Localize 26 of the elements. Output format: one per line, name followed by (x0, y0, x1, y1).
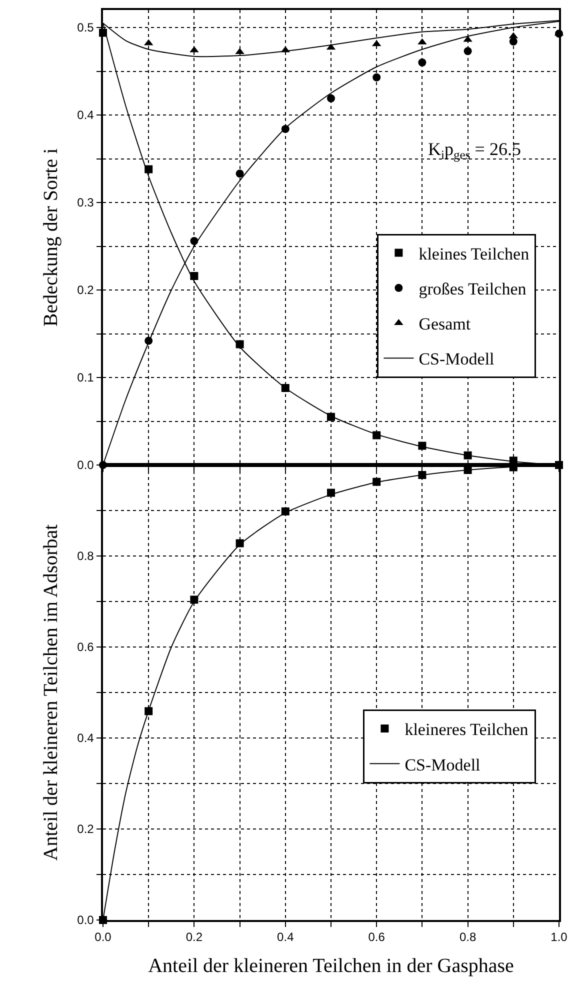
y-tick-label: 0.2 (77, 283, 94, 298)
x-tick-label: 0.8 (459, 930, 476, 944)
legend-label: großes Teilchen (418, 280, 527, 299)
y-tick-label: 0.6 (77, 640, 94, 654)
y-tick-label: 0.0 (77, 458, 94, 472)
y-tick-label: 0.5 (77, 20, 94, 35)
legend-label: kleineres Teilchen (404, 720, 529, 740)
x-tick-label: 0.0 (94, 930, 112, 944)
x-tick-label: 0.2 (186, 930, 203, 944)
legend-label: Gesamt (418, 314, 471, 334)
y-axis-title: Anteil der kleineren Teilchen im Adsorbat (40, 524, 62, 861)
y-tick-label: 0.2 (77, 822, 94, 836)
y-tick-label: 0.1 (77, 370, 94, 385)
legend-label: CS-Modell (418, 350, 495, 369)
y-tick-label: 0.8 (77, 549, 94, 564)
y-tick-label: 0.4 (77, 731, 94, 746)
x-tick-label: 1.0 (550, 930, 568, 944)
y-axis-title: Bedeckung der Sorte i (40, 148, 62, 327)
legend-label: kleines Teilchen (418, 244, 530, 264)
y-tick-label: 0.4 (77, 108, 94, 122)
y-tick-label: 0.3 (77, 196, 94, 210)
x-tick-label: 0.4 (277, 930, 294, 944)
x-axis-title: Anteil der kleineren Teilchen in der Gasphase (148, 955, 514, 978)
x-tick-label: 0.6 (368, 930, 386, 944)
y-tick-label: 0.0 (77, 913, 94, 928)
legend-label: CS-Modell (404, 755, 481, 774)
